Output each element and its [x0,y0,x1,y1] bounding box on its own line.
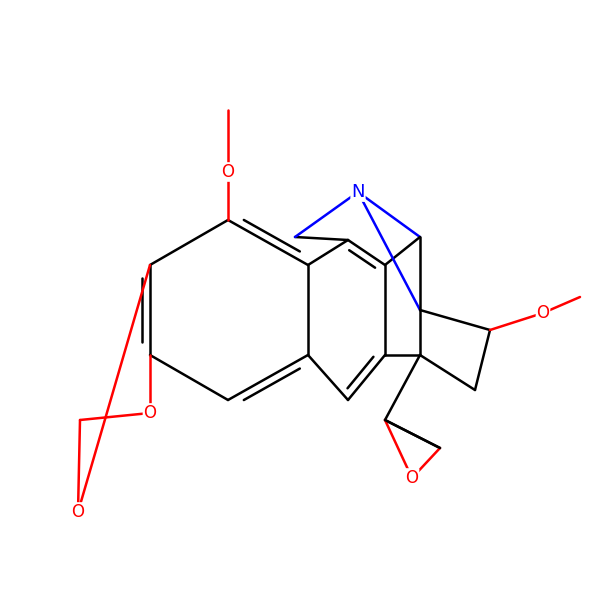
Text: O: O [71,503,85,521]
Text: O: O [143,404,157,422]
Text: O: O [406,469,419,487]
Text: O: O [536,304,550,322]
Text: O: O [221,163,235,181]
Text: N: N [351,183,365,201]
